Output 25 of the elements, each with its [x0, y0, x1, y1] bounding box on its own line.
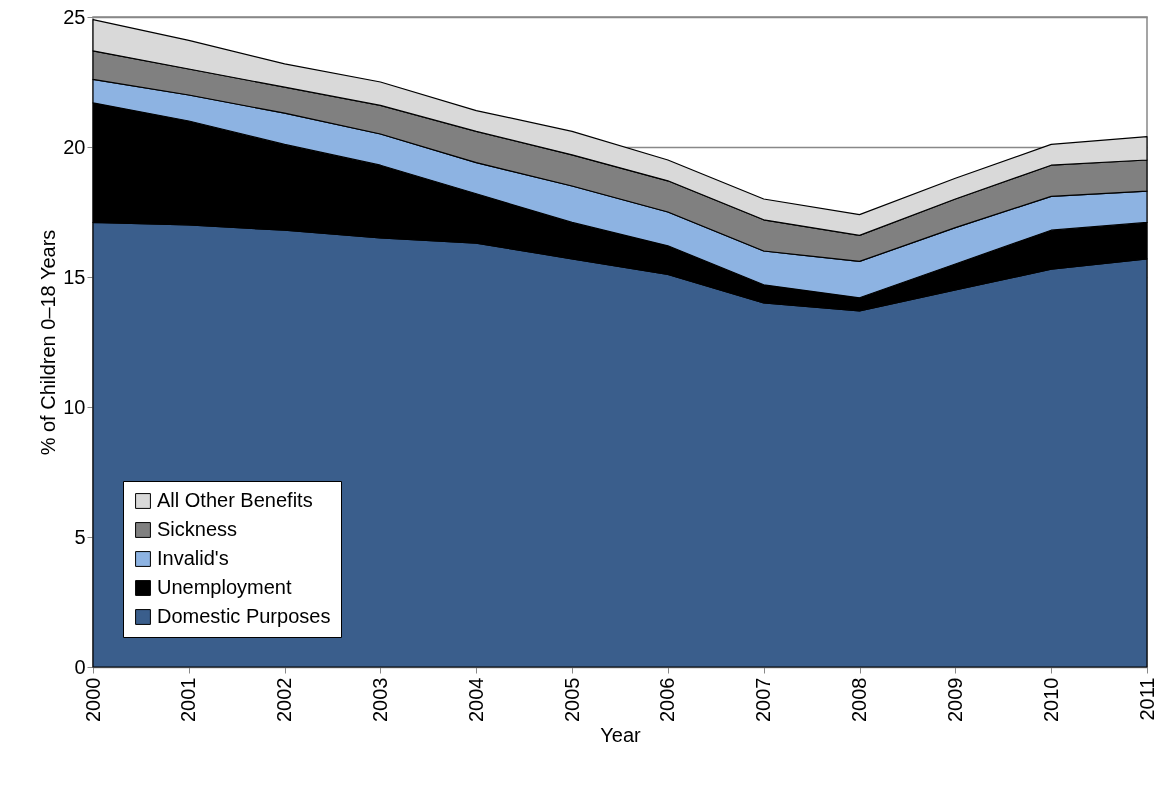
y-tick-label: 5 [74, 525, 86, 548]
y-tick-label: 15 [63, 265, 86, 288]
x-tick-label: 2005 [560, 677, 583, 722]
x-axis-title: Year [600, 723, 642, 746]
legend-label: Invalid's [157, 547, 229, 569]
x-tick-label: 2010 [1039, 677, 1062, 722]
x-tick-label: 2004 [464, 677, 487, 722]
x-tick-label: 2007 [752, 677, 775, 722]
x-tick-label: 2002 [273, 677, 296, 722]
x-tick-label: 2003 [368, 677, 391, 722]
legend-label: All Other Benefits [157, 489, 313, 511]
x-tick-label: 2009 [943, 677, 966, 722]
x-tick-label: 2000 [81, 677, 104, 722]
y-tick-label: 20 [63, 135, 86, 158]
x-tick-label: 2011 [1135, 677, 1158, 721]
y-axis-title: % of Children 0–18 Years [37, 229, 60, 456]
y-tick-label: 10 [63, 395, 86, 418]
legend-label: Sickness [157, 518, 238, 540]
x-tick-label: 2008 [848, 677, 871, 722]
y-tick-label: 0 [74, 655, 86, 678]
y-tick-label: 25 [63, 5, 86, 28]
x-tick-label: 2006 [656, 677, 679, 722]
legend-label: Unemployment [157, 576, 292, 598]
legend-label: Domestic Purposes [157, 605, 331, 627]
x-tick-label: 2001 [177, 677, 200, 722]
